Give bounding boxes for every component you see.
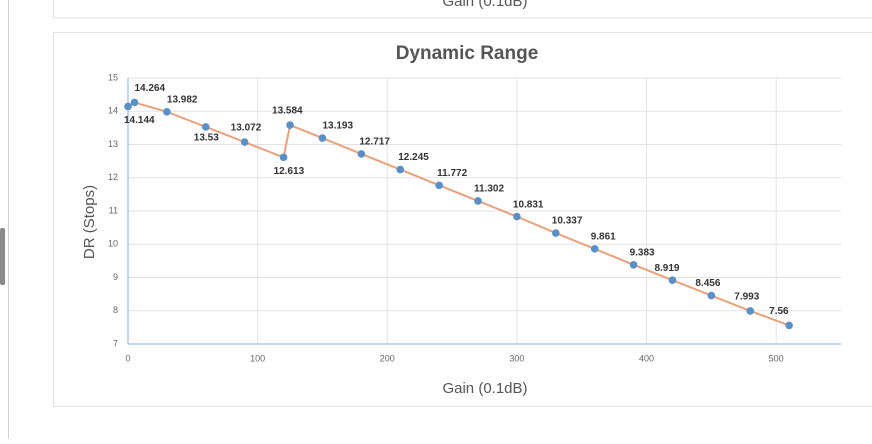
y-tick-label: 7 — [113, 338, 118, 348]
x-tick-label: 100 — [250, 353, 265, 363]
data-label: 14.144 — [124, 115, 155, 126]
chart-card — [54, 33, 872, 407]
data-point — [396, 166, 404, 174]
data-point — [131, 99, 139, 107]
data-label: 7.993 — [734, 292, 759, 303]
y-tick-label: 10 — [108, 239, 118, 249]
y-tick-label: 8 — [113, 305, 118, 315]
data-label: 13.072 — [231, 123, 262, 134]
data-label: 8.456 — [695, 278, 720, 289]
data-label: 13.53 — [194, 133, 219, 144]
data-point — [358, 150, 366, 158]
x-axis-label: Gain (0.1dB) — [442, 380, 527, 397]
x-tick-label: 500 — [769, 353, 784, 363]
data-label: 12.245 — [398, 152, 429, 163]
data-point — [241, 138, 249, 146]
y-axis-label: DR (Stops) — [81, 185, 98, 259]
data-label: 7.56 — [769, 306, 789, 317]
data-label: 13.193 — [322, 121, 353, 132]
data-label: 9.861 — [591, 232, 616, 243]
data-label: 14.264 — [134, 83, 165, 94]
chart-title: Dynamic Range — [396, 43, 539, 64]
y-tick-label: 12 — [108, 172, 118, 182]
data-point — [591, 245, 599, 253]
data-label: 9.383 — [630, 247, 655, 258]
data-label: 8.919 — [654, 263, 679, 274]
data-label: 12.717 — [359, 137, 390, 148]
clipped-axis-label: Gain (0.1dB) — [442, 0, 527, 10]
data-point — [630, 261, 638, 269]
data-label: 12.613 — [274, 166, 305, 177]
y-tick-label: 11 — [109, 205, 118, 215]
data-point — [280, 154, 288, 162]
y-tick-label: 13 — [108, 139, 118, 149]
data-label: 13.982 — [167, 94, 198, 105]
data-point — [669, 276, 677, 284]
scroll-tab[interactable] — [0, 228, 5, 285]
data-label: 10.831 — [513, 199, 544, 210]
data-label: 11.302 — [474, 184, 504, 195]
y-tick-label: 9 — [113, 272, 118, 282]
data-point — [552, 229, 560, 237]
x-tick-label: 200 — [380, 353, 395, 363]
data-point — [513, 213, 521, 221]
data-point — [785, 322, 793, 330]
data-point — [319, 134, 327, 142]
x-tick-label: 300 — [509, 353, 524, 363]
data-point — [435, 182, 443, 190]
data-point — [202, 123, 210, 131]
y-tick-label: 14 — [108, 106, 118, 116]
y-tick-label: 15 — [108, 72, 118, 82]
x-tick-label: 0 — [125, 353, 130, 363]
data-point — [286, 121, 294, 129]
data-point — [163, 108, 171, 116]
data-point — [474, 197, 482, 205]
data-point — [124, 103, 132, 111]
data-point — [708, 292, 716, 300]
data-label: 13.584 — [272, 106, 303, 117]
data-point — [746, 307, 754, 315]
x-tick-label: 400 — [639, 353, 654, 363]
data-label: 10.337 — [552, 216, 583, 227]
data-label: 11.772 — [437, 168, 467, 179]
